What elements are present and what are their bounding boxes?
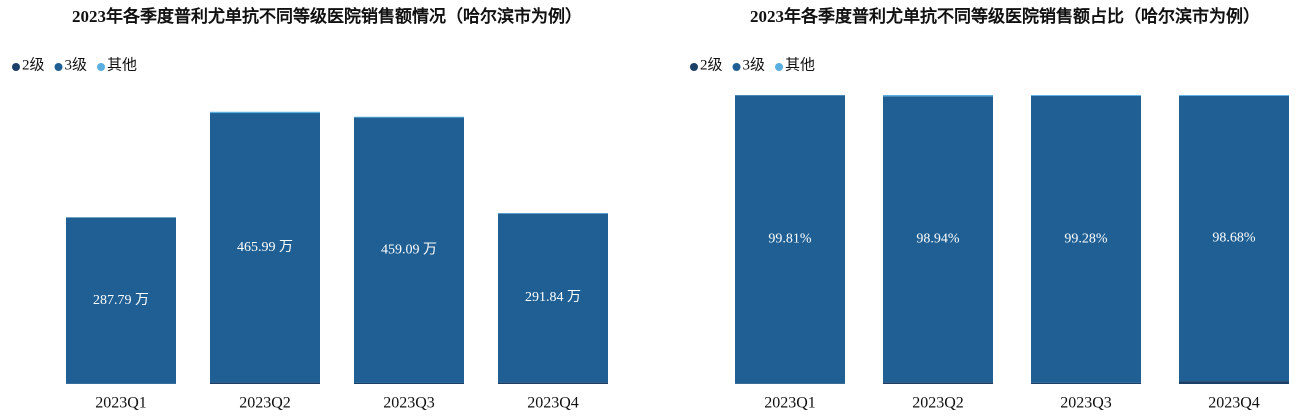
bar-segment — [883, 382, 993, 384]
x-tick-label: 2023Q2 — [239, 395, 291, 412]
value-label: 291.84 万 — [525, 290, 581, 305]
legend-label: 其他 — [107, 56, 137, 73]
bar-segment — [210, 111, 320, 114]
bar-segment — [1031, 95, 1141, 383]
legend-label: 3级 — [65, 56, 88, 73]
x-tick-label: 2023Q4 — [527, 395, 579, 412]
bar-segment — [210, 113, 320, 383]
value-label: 98.94% — [916, 232, 960, 247]
legend-marker — [12, 63, 20, 71]
x-tick-label: 2023Q1 — [764, 395, 816, 412]
value-label: 465.99 万 — [237, 240, 293, 255]
legend-marker — [775, 63, 784, 71]
legend-label: 其他 — [785, 56, 815, 73]
bar-segment — [210, 382, 320, 384]
x-tick-label: 2023Q4 — [1208, 395, 1260, 412]
legend-label: 3级 — [743, 56, 766, 73]
legend-label: 2级 — [22, 56, 45, 73]
bar-segment — [1179, 381, 1289, 384]
legend-marker — [54, 63, 63, 71]
bar-segment — [883, 95, 993, 97]
x-tick-label: 2023Q3 — [1060, 395, 1112, 412]
value-label: 99.81% — [768, 232, 812, 247]
value-label: 459.09 万 — [381, 242, 437, 257]
legend-marker — [732, 63, 741, 71]
x-tick-label: 2023Q2 — [912, 395, 964, 412]
bar-segment — [66, 217, 176, 384]
bar-segment — [1031, 95, 1141, 96]
chart-title: 2023年各季度普利尤单抗不同等级医院销售额情况（哈尔滨市为例） — [72, 6, 582, 26]
legend-marker — [97, 63, 106, 71]
x-tick-label: 2023Q1 — [95, 395, 147, 412]
bar-segment — [354, 382, 464, 384]
bar-segment — [1179, 95, 1289, 96]
bar-segment — [498, 213, 608, 214]
bar-segment — [1179, 95, 1289, 382]
x-tick-label: 2023Q3 — [383, 395, 435, 412]
bar-segment — [498, 213, 608, 383]
bar-segment — [883, 96, 993, 383]
legend-label: 2级 — [700, 56, 723, 73]
value-label: 98.68% — [1212, 231, 1256, 246]
bar-segment — [735, 95, 845, 384]
value-label: 99.28% — [1064, 232, 1108, 247]
value-label: 287.79 万 — [93, 293, 149, 308]
bar-segment — [1031, 382, 1141, 384]
bar-segment — [354, 116, 464, 118]
chart-title: 2023年各季度普利尤单抗不同等级医院销售额占比（哈尔滨市为例） — [750, 6, 1260, 26]
bar-segment — [498, 382, 608, 384]
bar-segment — [354, 117, 464, 383]
legend-marker — [690, 63, 698, 71]
